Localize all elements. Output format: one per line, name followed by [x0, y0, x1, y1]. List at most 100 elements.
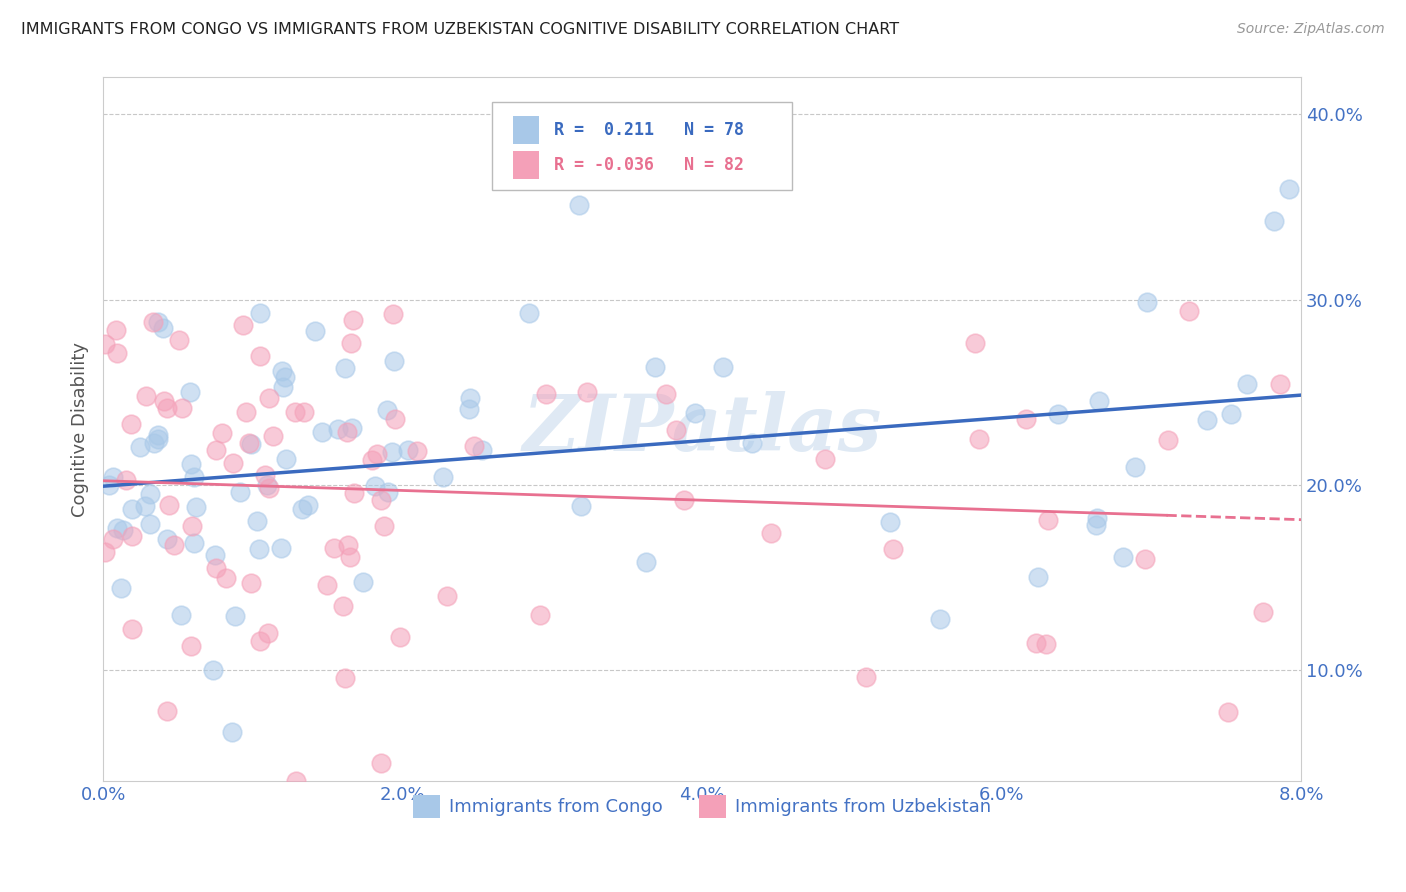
- Point: [139, 487, 162, 501]
- Point: [432, 470, 454, 484]
- Point: [146, 433, 169, 447]
- Point: [256, 626, 278, 640]
- Point: [388, 630, 411, 644]
- Point: [111, 523, 134, 537]
- Point: [1088, 394, 1111, 409]
- Point: [186, 500, 208, 515]
- Point: [115, 474, 138, 488]
- Point: [665, 423, 688, 437]
- Point: [458, 402, 481, 417]
- Point: [967, 432, 990, 446]
- Point: [229, 485, 252, 500]
- Point: [1216, 705, 1239, 719]
- Point: [121, 502, 143, 516]
- Point: [274, 369, 297, 384]
- FancyBboxPatch shape: [513, 116, 540, 145]
- Point: [249, 350, 271, 364]
- Point: [1278, 182, 1301, 196]
- Point: [232, 318, 254, 332]
- Point: [569, 500, 592, 514]
- Point: [672, 492, 695, 507]
- Point: [352, 575, 374, 590]
- Point: [336, 425, 359, 440]
- Point: [148, 428, 170, 442]
- Point: [1156, 434, 1178, 448]
- Point: [655, 387, 678, 401]
- Point: [249, 306, 271, 320]
- Point: [294, 405, 316, 419]
- Point: [98, 478, 121, 492]
- Point: [373, 518, 395, 533]
- Point: [205, 560, 228, 574]
- Point: [322, 541, 344, 556]
- Text: IMMIGRANTS FROM CONGO VS IMMIGRANTS FROM UZBEKISTAN COGNITIVE DISABILITY CORRELA: IMMIGRANTS FROM CONGO VS IMMIGRANTS FROM…: [21, 22, 900, 37]
- Point: [180, 457, 202, 471]
- Point: [180, 639, 202, 653]
- Point: [297, 499, 319, 513]
- Point: [254, 467, 277, 482]
- Point: [257, 481, 280, 495]
- Point: [1268, 376, 1291, 391]
- Point: [240, 576, 263, 591]
- Point: [153, 394, 176, 409]
- Point: [142, 315, 165, 329]
- Point: [1253, 605, 1275, 619]
- Point: [247, 542, 270, 557]
- Point: [361, 452, 384, 467]
- Point: [405, 443, 427, 458]
- Text: ZIPatlas: ZIPatlas: [523, 391, 882, 467]
- Point: [366, 447, 388, 461]
- Point: [1025, 635, 1047, 649]
- Point: [343, 485, 366, 500]
- Point: [159, 498, 181, 512]
- Point: [1263, 213, 1285, 227]
- Point: [221, 724, 243, 739]
- Point: [276, 452, 298, 467]
- Point: [1135, 552, 1157, 566]
- Point: [636, 555, 658, 569]
- Point: [711, 359, 734, 374]
- Point: [342, 312, 364, 326]
- Point: [134, 499, 156, 513]
- Point: [340, 336, 363, 351]
- Text: Source: ZipAtlas.com: Source: ZipAtlas.com: [1237, 22, 1385, 37]
- Point: [381, 444, 404, 458]
- Point: [94, 337, 117, 351]
- Point: [183, 536, 205, 550]
- Point: [179, 384, 201, 399]
- FancyBboxPatch shape: [492, 102, 792, 190]
- Point: [101, 532, 124, 546]
- FancyBboxPatch shape: [513, 152, 540, 179]
- Point: [257, 391, 280, 405]
- Point: [120, 417, 142, 431]
- Point: [121, 528, 143, 542]
- Point: [370, 493, 392, 508]
- Point: [181, 518, 204, 533]
- Point: [568, 198, 591, 212]
- Point: [156, 532, 179, 546]
- Point: [333, 672, 356, 686]
- Point: [536, 387, 558, 401]
- Point: [328, 422, 350, 436]
- Point: [211, 425, 233, 440]
- Point: [741, 436, 763, 450]
- Point: [332, 599, 354, 613]
- Point: [271, 380, 294, 394]
- Point: [814, 451, 837, 466]
- Point: [529, 607, 551, 622]
- Point: [304, 324, 326, 338]
- Point: [162, 537, 184, 551]
- Point: [110, 581, 132, 595]
- Point: [290, 501, 312, 516]
- Legend: Immigrants from Congo, Immigrants from Uzbekistan: Immigrants from Congo, Immigrants from U…: [406, 789, 998, 825]
- Point: [458, 391, 481, 405]
- Point: [105, 521, 128, 535]
- Point: [285, 774, 308, 789]
- Point: [1136, 295, 1159, 310]
- Point: [143, 435, 166, 450]
- Point: [215, 571, 238, 585]
- Point: [155, 704, 177, 718]
- Point: [105, 346, 128, 360]
- Text: R = -0.036   N = 82: R = -0.036 N = 82: [554, 156, 744, 174]
- Point: [183, 469, 205, 483]
